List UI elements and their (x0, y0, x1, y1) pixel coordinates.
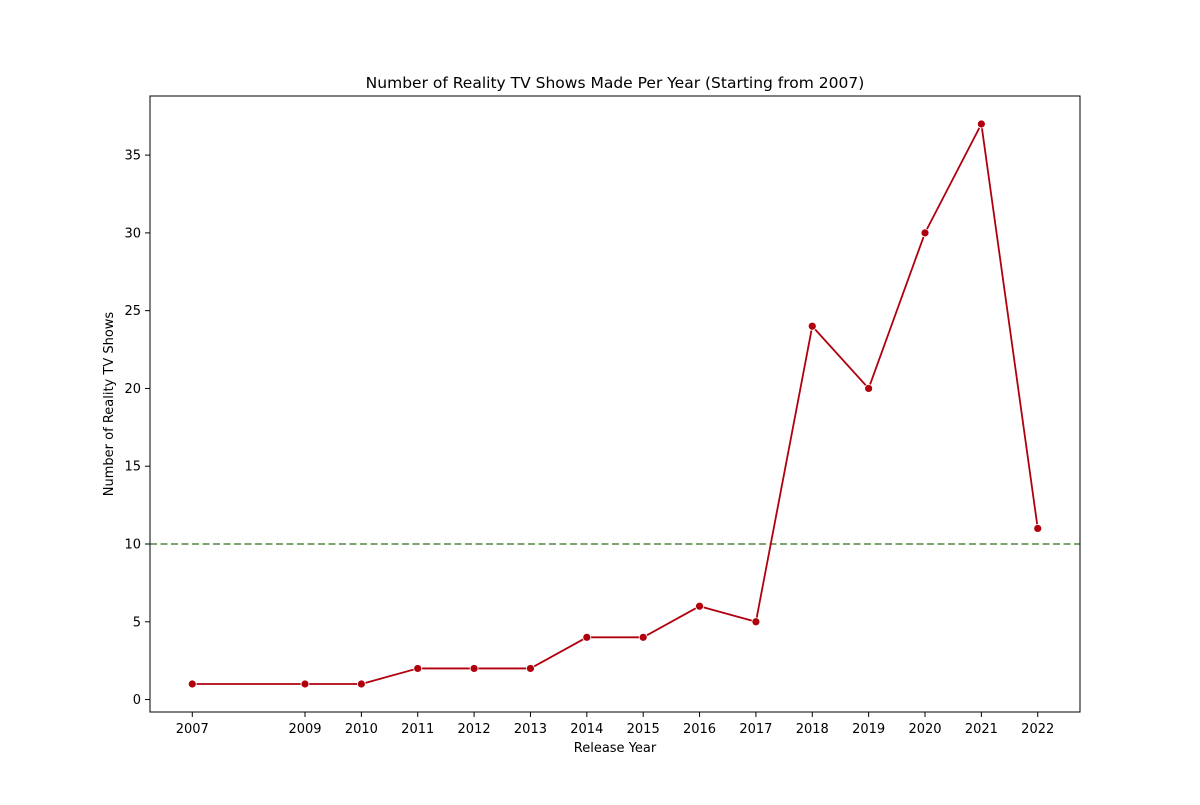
y-tick-label: 35 (124, 149, 141, 164)
axes-frame (149, 95, 1081, 713)
y-tick-label: 20 (124, 382, 141, 397)
x-tick-label: 2022 (1021, 722, 1054, 737)
x-tick-label: 2021 (965, 722, 998, 737)
x-tick-label: 2014 (570, 722, 603, 737)
x-tick-label: 2010 (345, 722, 378, 737)
x-tick-label: 2017 (739, 722, 772, 737)
x-axis-label: Release Year (574, 741, 657, 756)
y-tick-label: 25 (124, 304, 141, 319)
x-tick-label: 2018 (796, 722, 829, 737)
x-tick-label: 2019 (852, 722, 885, 737)
data-point (864, 384, 874, 393)
data-point (976, 119, 986, 129)
y-tick-label: 30 (124, 226, 141, 241)
chart-title: Number of Reality TV Shows Made Per Year… (366, 74, 865, 92)
x-tick-label: 2011 (401, 722, 434, 737)
x-tick-label: 2009 (288, 722, 321, 737)
y-tick-label: 10 (124, 538, 141, 553)
x-tick-label: 2013 (514, 722, 547, 737)
data-point (526, 664, 535, 673)
y-tick-label: 0 (133, 693, 141, 708)
y-tick-label: 15 (124, 460, 141, 475)
data-point (695, 601, 704, 611)
plot-area: 0 5 10 15 20 25 30 35 2007 2009 2010 2011 2012 2013 20… (124, 119, 1080, 737)
data-point (356, 679, 366, 689)
data-point (751, 617, 761, 627)
x-tick-label: 2015 (627, 722, 660, 737)
data-point (469, 664, 479, 673)
y-tick-label: 5 (133, 615, 141, 630)
data-point (807, 321, 817, 331)
data-point (413, 664, 423, 673)
x-tick-label: 2016 (683, 722, 716, 737)
x-tick-label: 2020 (908, 722, 941, 737)
x-tick-label: 2012 (458, 722, 491, 737)
y-axis-label: Number of Reality TV Shows (102, 312, 117, 497)
data-point (582, 632, 592, 642)
data-point (638, 632, 648, 642)
data-point (300, 679, 310, 689)
data-point (187, 679, 197, 689)
data-point (920, 228, 930, 238)
data-point (1033, 524, 1043, 533)
x-tick-label: 2007 (176, 722, 209, 737)
